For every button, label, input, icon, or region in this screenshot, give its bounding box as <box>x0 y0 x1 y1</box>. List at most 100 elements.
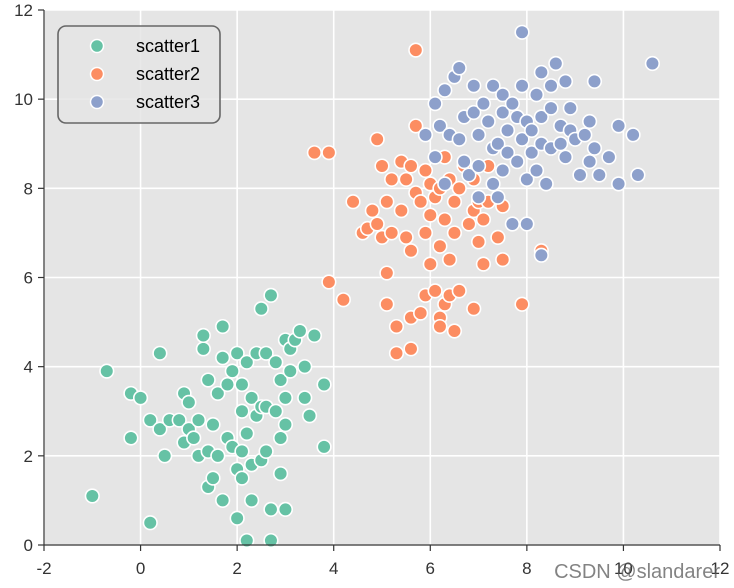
y-tick-label: 12 <box>14 1 33 20</box>
scatter3-point <box>533 247 549 263</box>
scatter2-point <box>403 243 419 259</box>
scatter1-point <box>263 532 279 549</box>
scatter1-point <box>297 390 313 406</box>
scatter1-point <box>157 448 173 464</box>
scatter1-point <box>273 372 289 388</box>
scatter1-point <box>171 412 187 428</box>
scatter1-point <box>234 470 250 486</box>
scatter1-point <box>244 390 260 406</box>
scatter1-point <box>205 417 221 433</box>
scatter2-point <box>384 171 400 188</box>
scatter1-point <box>253 301 269 317</box>
scatter2-point <box>427 283 443 299</box>
y-tick-label: 10 <box>14 90 33 109</box>
y-tick-label: 6 <box>24 269 33 288</box>
y-tick-label: 4 <box>24 358 33 377</box>
scatter3-point <box>524 122 540 138</box>
scatter1-point <box>268 403 284 419</box>
scatter3-point <box>577 127 593 143</box>
scatter1-point <box>219 376 236 393</box>
scatter1-point <box>229 510 245 526</box>
scatter2-point <box>321 145 337 161</box>
scatter3-point <box>625 127 641 143</box>
scatter1-point <box>277 501 294 517</box>
scatter2-point <box>466 301 482 317</box>
scatter2-point <box>417 225 434 241</box>
scatter2-point <box>384 225 400 241</box>
scatter3-point <box>557 73 574 89</box>
scatter3-point <box>499 122 516 138</box>
legend-label-scatter2: scatter2 <box>136 64 200 84</box>
scatter3-point <box>495 104 511 121</box>
scatter2-point <box>422 256 438 272</box>
scatter1-point <box>297 359 313 375</box>
scatter1-point <box>258 345 274 361</box>
scatter2-point <box>408 118 424 134</box>
y-tick-label: 2 <box>24 447 33 466</box>
scatter3-point <box>504 216 520 232</box>
scatter3-point <box>417 127 434 143</box>
scatter1-point <box>210 448 226 464</box>
scatter3-point <box>572 167 588 183</box>
scatter3-point <box>524 145 540 161</box>
scatter3-point <box>586 140 603 156</box>
scatter1-point <box>123 430 139 446</box>
scatter2-point <box>398 171 414 188</box>
scatter3-point <box>533 64 549 81</box>
scatter3-point <box>610 118 627 134</box>
scatter1-point <box>200 372 216 388</box>
scatter1-point <box>205 470 221 486</box>
scatter2-point <box>432 238 448 254</box>
scatter1-point <box>152 345 168 361</box>
scatter3-point <box>451 60 467 76</box>
scatter1-point <box>152 421 168 437</box>
scatter3-point <box>528 87 545 103</box>
scatter3-point <box>644 55 661 72</box>
scatter1-point <box>301 408 318 424</box>
scatter1-point <box>263 501 279 517</box>
scatter3-point <box>557 149 574 165</box>
x-tick-label: 8 <box>522 559 531 578</box>
scatter2-point <box>446 225 463 241</box>
scatter2-point <box>345 194 361 210</box>
scatter1-point <box>210 385 226 402</box>
x-tick-label: 2 <box>232 559 241 578</box>
scatter2-point <box>364 203 380 219</box>
y-tick-label: 0 <box>24 536 33 555</box>
legend-marker-scatter2 <box>89 66 105 82</box>
scatter1-point <box>277 390 294 406</box>
scatter2-point <box>470 234 487 250</box>
scatter1-point <box>292 323 308 339</box>
scatter2-point <box>398 229 414 245</box>
scatter2-point <box>403 158 419 174</box>
scatter3-point <box>499 145 516 161</box>
scatter1-point <box>234 376 250 393</box>
series-scatter2 <box>306 42 549 361</box>
scatter2-point <box>306 145 323 161</box>
scatter3-point <box>427 149 443 165</box>
scatter2-point <box>388 318 405 335</box>
scatter3-point <box>601 149 617 165</box>
scatter2-point <box>403 341 419 357</box>
scatter3-point <box>586 73 603 89</box>
scatter3-point <box>456 153 472 170</box>
scatter2-point <box>514 296 530 312</box>
scatter3-point <box>553 136 569 152</box>
scatter2-point <box>417 162 434 179</box>
scatter3-point <box>514 78 530 94</box>
scatter1-point <box>273 430 289 446</box>
scatter3-point <box>490 189 506 205</box>
scatter1-point <box>215 350 231 366</box>
series-scatter1 <box>84 287 332 549</box>
scatter3-point <box>466 104 482 121</box>
scatter1-point <box>195 341 211 357</box>
scatter3-point <box>528 162 545 179</box>
scatter2-point <box>388 345 405 361</box>
data-points <box>84 24 661 549</box>
legend-label-scatter3: scatter3 <box>136 92 200 112</box>
x-tick-label: -2 <box>36 559 51 578</box>
scatter3-point <box>427 96 443 112</box>
scatter3-point <box>480 113 496 130</box>
